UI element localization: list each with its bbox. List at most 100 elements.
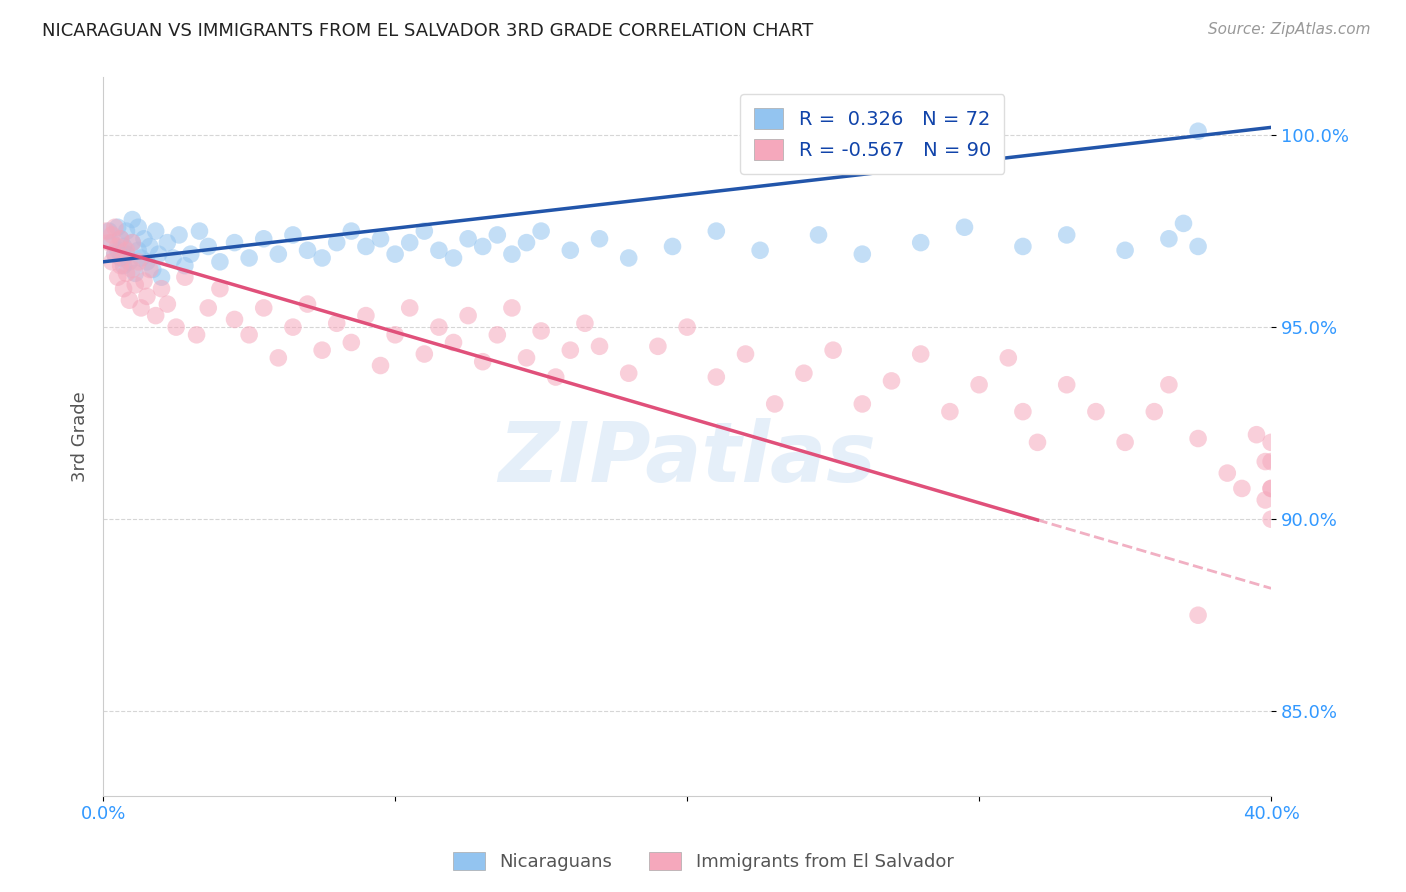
Text: Source: ZipAtlas.com: Source: ZipAtlas.com xyxy=(1208,22,1371,37)
Point xyxy=(132,274,155,288)
Point xyxy=(953,220,976,235)
Point xyxy=(107,244,129,258)
Point xyxy=(142,262,165,277)
Point xyxy=(910,347,932,361)
Point xyxy=(1260,482,1282,496)
Point xyxy=(238,327,260,342)
Point xyxy=(471,354,494,368)
Point xyxy=(150,282,173,296)
Point xyxy=(1187,239,1209,253)
Point xyxy=(1026,435,1049,450)
Legend: Nicaraguans, Immigrants from El Salvador: Nicaraguans, Immigrants from El Salvador xyxy=(446,845,960,879)
Point xyxy=(704,224,727,238)
Point xyxy=(1157,377,1180,392)
Point xyxy=(1114,435,1136,450)
Point xyxy=(1084,404,1107,418)
Point xyxy=(1260,435,1282,450)
Point xyxy=(162,251,184,265)
Point xyxy=(617,251,640,265)
Point xyxy=(793,366,815,380)
Point xyxy=(676,320,699,334)
Point xyxy=(165,320,187,334)
Point xyxy=(354,309,377,323)
Point xyxy=(238,251,260,265)
Point xyxy=(443,335,465,350)
Point xyxy=(398,235,420,250)
Point xyxy=(104,247,127,261)
Point xyxy=(910,235,932,250)
Point xyxy=(370,232,392,246)
Point xyxy=(370,359,392,373)
Point xyxy=(145,309,167,323)
Point xyxy=(325,235,347,250)
Point xyxy=(398,301,420,315)
Point xyxy=(544,370,567,384)
Point xyxy=(501,301,523,315)
Point xyxy=(188,224,211,238)
Point xyxy=(110,232,132,246)
Point xyxy=(560,244,582,258)
Point xyxy=(112,259,135,273)
Point xyxy=(823,343,845,358)
Point xyxy=(281,227,304,242)
Point xyxy=(413,347,436,361)
Point xyxy=(1056,227,1078,242)
Point xyxy=(110,259,132,273)
Point xyxy=(145,224,167,238)
Point xyxy=(121,262,143,277)
Point xyxy=(807,227,830,242)
Point xyxy=(427,244,450,258)
Point xyxy=(115,266,138,280)
Point xyxy=(749,244,772,258)
Point xyxy=(486,227,509,242)
Point xyxy=(1260,454,1282,468)
Point xyxy=(104,220,127,235)
Point xyxy=(197,239,219,253)
Point xyxy=(340,335,363,350)
Point xyxy=(112,282,135,296)
Point xyxy=(340,224,363,238)
Point xyxy=(967,377,990,392)
Point xyxy=(1230,482,1253,496)
Point xyxy=(115,224,138,238)
Point xyxy=(139,262,162,277)
Point xyxy=(1157,232,1180,246)
Point xyxy=(208,282,231,296)
Point xyxy=(880,374,903,388)
Point xyxy=(118,293,141,308)
Point xyxy=(107,220,129,235)
Point xyxy=(413,224,436,238)
Point xyxy=(997,351,1019,365)
Point xyxy=(530,324,553,338)
Point xyxy=(530,224,553,238)
Point xyxy=(224,235,246,250)
Point xyxy=(115,247,138,261)
Point xyxy=(297,244,319,258)
Point xyxy=(136,289,159,303)
Point xyxy=(118,255,141,269)
Point xyxy=(457,309,479,323)
Point xyxy=(311,251,333,265)
Point xyxy=(186,327,208,342)
Point xyxy=(486,327,509,342)
Point xyxy=(1143,404,1166,418)
Point xyxy=(156,297,179,311)
Point xyxy=(1260,482,1282,496)
Point xyxy=(1173,216,1195,230)
Point xyxy=(1246,427,1268,442)
Point xyxy=(1187,432,1209,446)
Point xyxy=(515,235,537,250)
Point xyxy=(1114,244,1136,258)
Point xyxy=(94,224,117,238)
Point xyxy=(101,235,124,250)
Point xyxy=(661,239,683,253)
Point xyxy=(1012,239,1035,253)
Point xyxy=(1012,404,1035,418)
Point xyxy=(574,316,596,330)
Point xyxy=(167,227,190,242)
Point xyxy=(501,247,523,261)
Point xyxy=(127,244,149,258)
Point xyxy=(1187,608,1209,623)
Point xyxy=(763,397,786,411)
Point xyxy=(311,343,333,358)
